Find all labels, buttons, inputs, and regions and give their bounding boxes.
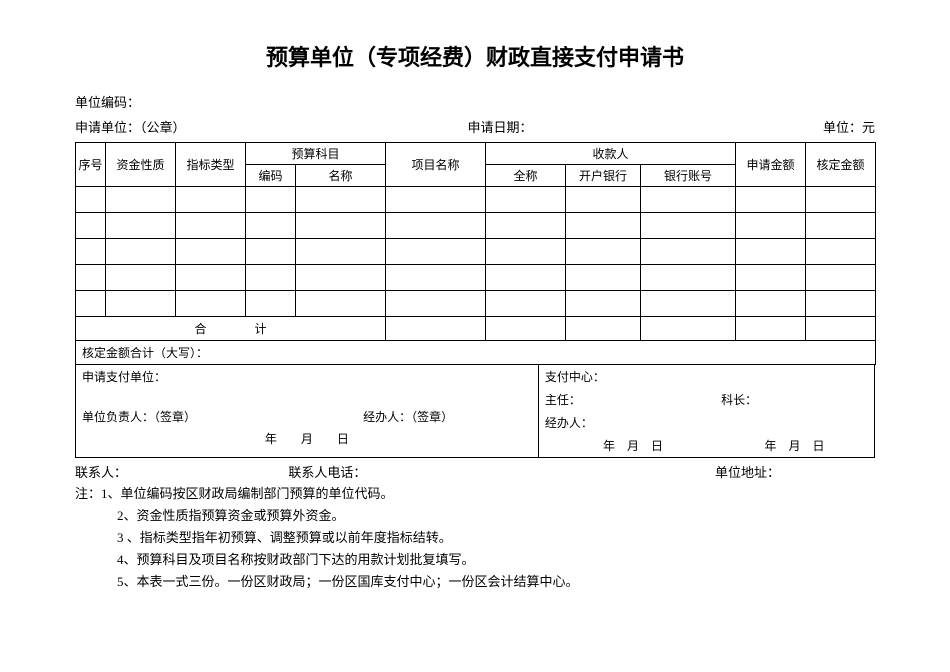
main-table: 序号 资金性质 指标类型 预算科目 项目名称 收款人 申请金额 核定金额 编码 … — [75, 142, 876, 365]
caps-label: 核定金额合计（大写）： — [76, 341, 876, 365]
col-budget-subject: 预算科目 — [246, 143, 386, 165]
col-full-name: 全称 — [486, 165, 566, 187]
col-index-type: 指标类型 — [176, 143, 246, 187]
col-seq: 序号 — [76, 143, 106, 187]
sig-section-label: 科长： — [721, 391, 868, 408]
header-row-2: 申请单位：（公章） 申请日期： 单位：元 — [75, 117, 875, 136]
contact-phone-label: 联系人电话： — [288, 462, 715, 481]
currency-label: 单位：元 — [625, 117, 875, 136]
col-project-name: 项目名称 — [386, 143, 486, 187]
notes-section: 注：1、单位编码按区财政局编制部门预算的单位代码。 2、资金性质指预算资金或预算… — [75, 483, 875, 593]
note-5: 5、本表一式三份。一份区财政局；一份区国库支付中心；一份区会计结算中心。 — [75, 571, 875, 593]
signature-right: 支付中心： 主任： 科长： 经办人： 年 月 日 年 月 日 — [539, 365, 874, 457]
contact-address-label: 单位地址： — [715, 462, 875, 481]
table-row — [76, 291, 876, 317]
sig-handler-label: 经办人：（签章） — [363, 408, 532, 424]
sum-label2: 计 — [255, 322, 267, 336]
sig-center-label: 支付中心： — [545, 368, 605, 385]
col-name: 名称 — [296, 165, 386, 187]
col-payee: 收款人 — [486, 143, 736, 165]
contact-row: 联系人： 联系人电话： 单位地址： — [75, 462, 875, 481]
table-row — [76, 239, 876, 265]
sig-right-date2: 年 月 日 — [721, 437, 868, 454]
sig-right-date1: 年 月 日 — [545, 437, 721, 454]
sig-left-date: 年 月 日 — [96, 430, 518, 447]
table-row — [76, 213, 876, 239]
col-apply-amount: 申请金额 — [736, 143, 806, 187]
col-bank: 开户银行 — [566, 165, 641, 187]
col-approved-amount: 核定金额 — [806, 143, 876, 187]
contact-person-label: 联系人： — [75, 462, 288, 481]
note-3: 3 、指标类型指年初预算、调整预算或以前年度指标结转。 — [75, 527, 875, 549]
col-fund-type: 资金性质 — [106, 143, 176, 187]
unit-code-label: 单位编码： — [75, 92, 875, 111]
sig-head-label: 单位负责人：（签章） — [82, 408, 363, 424]
sum-label1: 合 — [194, 322, 206, 336]
sum-row: 合 计 — [76, 317, 876, 341]
applicant-label: 申请单位：（公章） — [75, 117, 375, 136]
note-4: 4、预算科目及项目名称按财政部门下达的用款计划批复填写。 — [75, 549, 875, 571]
col-code: 编码 — [246, 165, 296, 187]
sig-unit-label: 申请支付单位： — [82, 368, 166, 384]
apply-date-label: 申请日期： — [375, 117, 625, 136]
note-1: 1、单位编码按区财政局编制部门预算的单位代码。 — [101, 486, 394, 501]
caps-row: 核定金额合计（大写）： — [76, 341, 876, 365]
table-row — [76, 187, 876, 213]
table-row — [76, 265, 876, 291]
notes-prefix: 注： — [75, 486, 101, 501]
header-row-1: 单位编码： — [75, 92, 875, 111]
sig-right-handler-label: 经办人： — [545, 414, 593, 431]
signature-block: 申请支付单位： 单位负责人：（签章） 经办人：（签章） 年 月 日 支付中心： … — [75, 365, 875, 458]
note-2: 2、资金性质指预算资金或预算外资金。 — [75, 505, 875, 527]
col-account: 银行账号 — [641, 165, 736, 187]
signature-left: 申请支付单位： 单位负责人：（签章） 经办人：（签章） 年 月 日 — [76, 365, 539, 457]
form-title: 预算单位（专项经费）财政直接支付申请书 — [75, 40, 875, 72]
sig-director-label: 主任： — [545, 391, 721, 408]
